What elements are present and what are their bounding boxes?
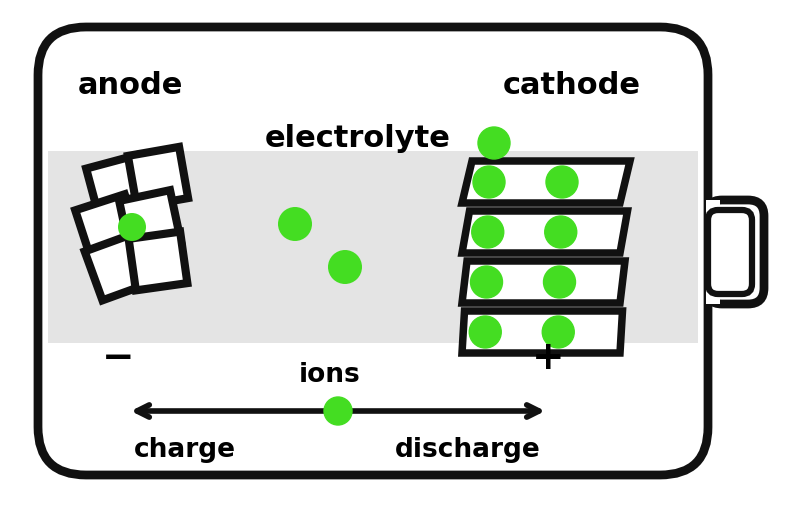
Polygon shape <box>462 212 626 254</box>
Text: cathode: cathode <box>503 70 640 99</box>
Polygon shape <box>462 312 622 353</box>
Polygon shape <box>462 262 624 304</box>
Bar <box>86 156 149 219</box>
Circle shape <box>543 267 575 298</box>
Bar <box>128 232 187 291</box>
Text: discharge: discharge <box>394 436 540 462</box>
Bar <box>75 195 141 260</box>
Text: anode: anode <box>77 70 182 99</box>
Circle shape <box>544 217 576 248</box>
FancyBboxPatch shape <box>38 28 707 475</box>
Bar <box>84 234 151 301</box>
Text: −: − <box>101 338 134 376</box>
Circle shape <box>328 250 361 284</box>
Circle shape <box>472 167 504 198</box>
Circle shape <box>470 267 502 298</box>
Circle shape <box>278 208 312 241</box>
Text: electrolyte: electrolyte <box>265 123 450 152</box>
Circle shape <box>471 217 503 248</box>
Text: ions: ions <box>299 361 361 387</box>
Bar <box>48 152 697 343</box>
FancyBboxPatch shape <box>707 211 751 294</box>
FancyBboxPatch shape <box>705 200 763 305</box>
Text: +: + <box>531 338 564 376</box>
Circle shape <box>118 214 146 241</box>
Bar <box>119 191 181 252</box>
Circle shape <box>545 167 577 198</box>
Circle shape <box>541 316 573 348</box>
Circle shape <box>469 316 500 348</box>
Bar <box>128 147 188 208</box>
Bar <box>705 200 719 305</box>
Polygon shape <box>462 162 630 204</box>
Text: charge: charge <box>134 436 236 462</box>
Circle shape <box>324 397 352 425</box>
Circle shape <box>478 128 509 160</box>
